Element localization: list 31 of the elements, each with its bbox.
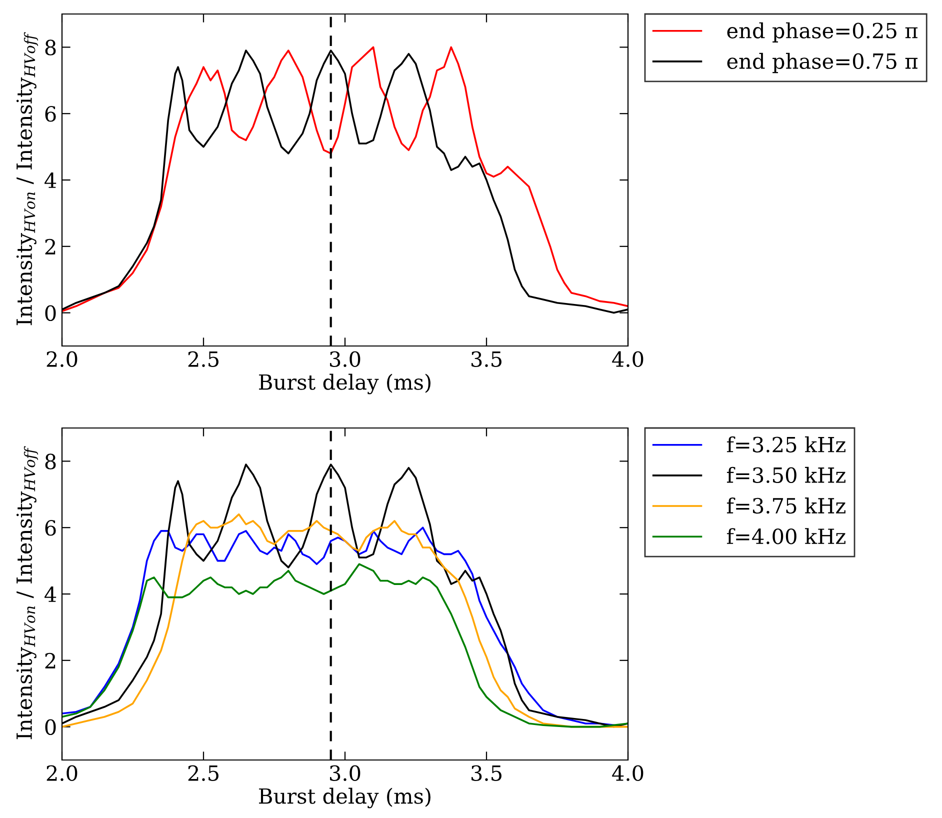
x-tick-label: 4.0 <box>612 351 644 367</box>
x-tick-label: 4.0 <box>612 765 644 781</box>
legend-label: f=4.00 kHz <box>726 528 846 544</box>
y-tick-label: 4 <box>44 172 56 188</box>
y-tick-label: 6 <box>45 520 56 536</box>
y-tick-label: 0 <box>45 719 56 736</box>
x-tick-label: 3.0 <box>330 351 360 367</box>
x-tick-label: 3.0 <box>330 765 360 781</box>
y-tick-label: 4 <box>44 586 56 602</box>
y-tick-label: 6 <box>45 106 56 122</box>
y-tick-label: 2 <box>45 238 56 254</box>
legend-label: end phase=0.25 π <box>727 22 918 42</box>
y-tick-label: 0 <box>45 305 56 322</box>
x-tick-label: 3.5 <box>472 765 502 781</box>
legend-label: f=3.75 kHz <box>726 497 846 514</box>
legend-label: f=3.50 kHz <box>726 466 846 484</box>
y-axis-title: Intensity$_{HVon}$ / Intensity$_{HVoff}$ <box>16 32 38 326</box>
x-axis-title: Burst delay (ms) <box>259 374 430 394</box>
x-tick-label: 3.5 <box>472 351 502 367</box>
x-axis-title: Burst delay (ms) <box>259 788 430 808</box>
legend-label: end phase=0.75 π <box>727 52 918 74</box>
y-tick-label: 8 <box>45 40 56 56</box>
legend-label: f=3.25 kHz <box>726 436 846 452</box>
x-tick-label: 2.5 <box>188 351 218 367</box>
x-tick-label: 2.0 <box>46 765 78 781</box>
line-series <box>62 563 628 728</box>
y-tick-label: 8 <box>45 454 56 470</box>
y-tick-label: 2 <box>45 652 56 668</box>
y-axis-title: Intensity$_{HVon}$ / Intensity$_{HVoff}$ <box>16 446 38 740</box>
x-tick-label: 2.0 <box>46 351 78 367</box>
x-tick-label: 2.5 <box>188 765 218 781</box>
